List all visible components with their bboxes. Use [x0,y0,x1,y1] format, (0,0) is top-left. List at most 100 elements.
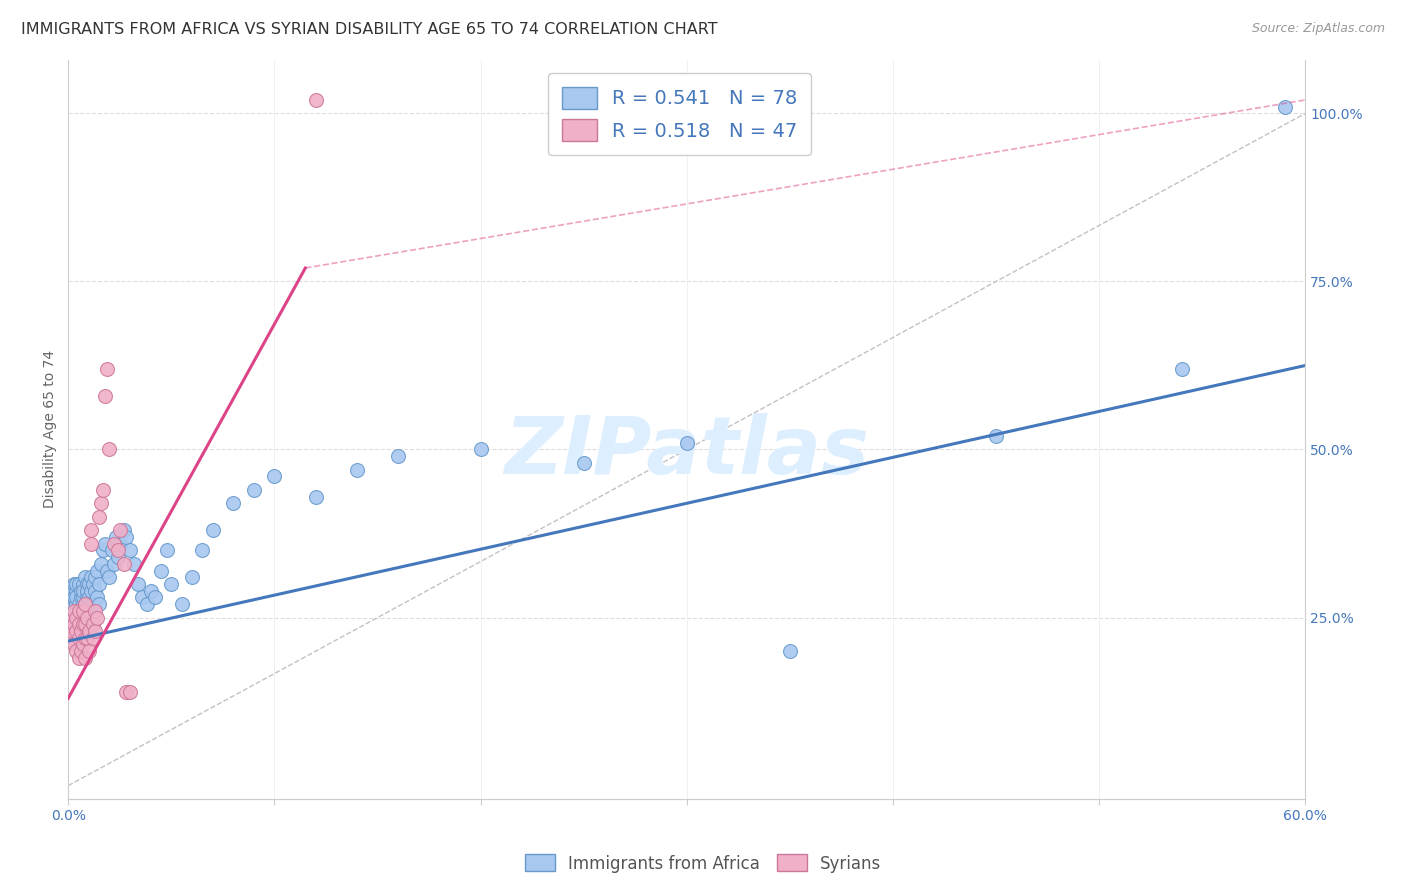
Point [69,610,91,624]
Point [69,583,91,598]
Point [91,483,114,497]
Point [103,557,125,571]
Point [67,651,90,665]
Point [1170,361,1192,376]
Point [94,536,117,550]
Point [76,610,98,624]
Point [63,637,86,651]
Point [779,644,801,658]
Point [100,543,122,558]
Point [120,543,142,558]
Point [80,583,103,598]
Point [65,577,87,591]
Legend: Immigrants from Africa, Syrians: Immigrants from Africa, Syrians [517,847,889,880]
Point [63,604,86,618]
Point [984,429,1007,443]
Point [80,536,103,550]
Point [80,523,103,537]
Point [72,591,94,605]
Point [60,610,83,624]
Point [69,644,91,658]
Point [72,583,94,598]
Point [65,624,87,638]
Point [82,631,104,645]
Point [103,536,125,550]
Point [108,536,131,550]
Point [63,591,86,605]
Point [67,597,90,611]
Point [77,577,100,591]
Point [60,631,83,645]
Point [69,624,91,638]
Point [63,617,86,632]
Point [104,530,127,544]
Text: Source: ZipAtlas.com: Source: ZipAtlas.com [1251,22,1385,36]
Point [73,597,96,611]
Point [73,597,96,611]
Point [98,442,121,457]
Point [115,530,138,544]
Point [131,591,153,605]
Point [84,624,107,638]
Point [76,631,98,645]
Point [65,591,87,605]
Point [60,583,83,598]
Point [84,604,107,618]
Point [170,597,193,611]
Point [91,543,114,558]
Point [72,617,94,632]
Y-axis label: Disability Age 65 to 74: Disability Age 65 to 74 [44,351,58,508]
Point [89,577,111,591]
Point [80,570,103,584]
Point [59,597,82,611]
Point [86,591,108,605]
Point [76,583,98,598]
Point [263,469,285,483]
Text: ZIPatlas: ZIPatlas [505,412,869,491]
Point [112,557,135,571]
Point [181,570,204,584]
Point [122,557,145,571]
Point [65,597,87,611]
Point [89,597,111,611]
Point [73,570,96,584]
Point [127,577,149,591]
Point [90,496,112,510]
Point [675,435,697,450]
Point [139,583,162,598]
Point [60,591,83,605]
Point [73,651,96,665]
Point [77,624,100,638]
Point [82,597,104,611]
Point [67,577,90,591]
Legend: R = 0.541   N = 78, R = 0.518   N = 47: R = 0.541 N = 78, R = 0.518 N = 47 [548,73,811,155]
Point [84,583,107,598]
Point [98,570,121,584]
Point [72,637,94,651]
Point [108,523,131,537]
Point [156,543,179,558]
Point [1274,100,1296,114]
Point [65,644,87,658]
Point [69,591,91,605]
Point [150,564,173,578]
Point [135,597,157,611]
Point [73,604,96,618]
Point [65,610,87,624]
Point [387,449,409,463]
Point [305,490,328,504]
Point [73,631,96,645]
Point [243,483,266,497]
Point [115,684,138,698]
Point [572,456,595,470]
Point [160,577,183,591]
Point [65,583,87,598]
Point [77,597,100,611]
Text: IMMIGRANTS FROM AFRICA VS SYRIAN DISABILITY AGE 65 TO 74 CORRELATION CHART: IMMIGRANTS FROM AFRICA VS SYRIAN DISABIL… [21,22,717,37]
Point [143,591,166,605]
Point [346,463,368,477]
Point [72,577,94,591]
Point [90,557,112,571]
Point [201,523,224,537]
Point [89,509,111,524]
